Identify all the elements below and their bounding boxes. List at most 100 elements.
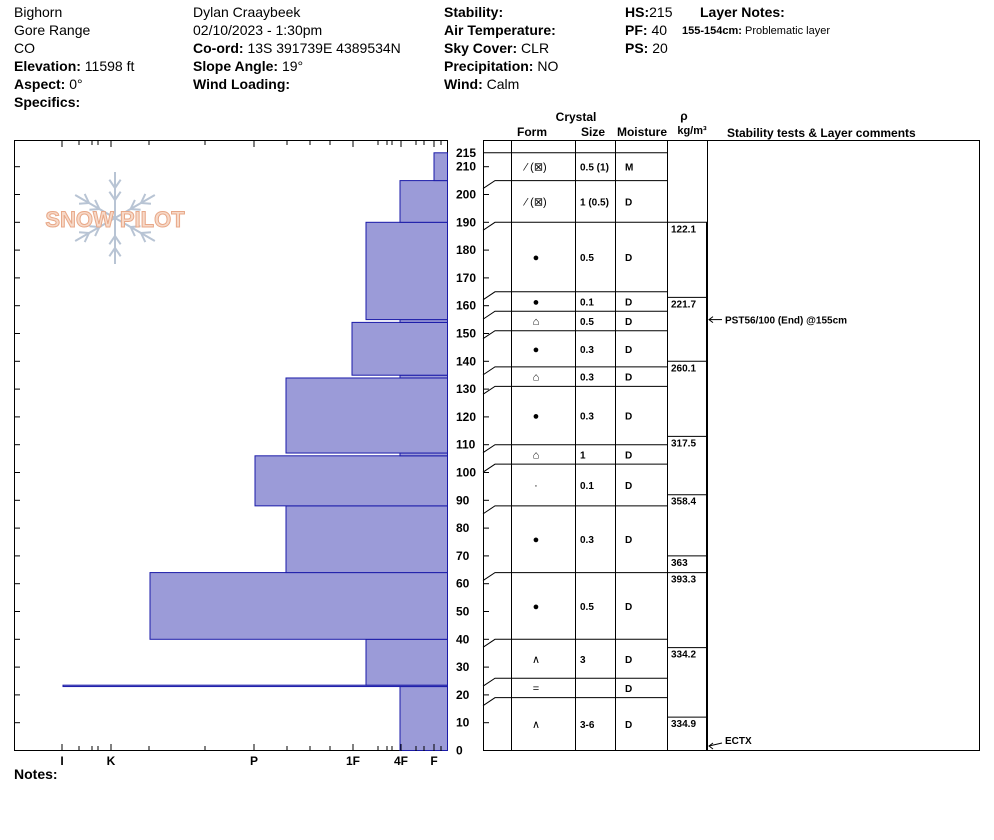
snowflake-branch: [78, 202, 90, 205]
header-observer: Dylan Craaybeek: [193, 4, 301, 20]
hardness-bar: [285, 377, 448, 454]
hardness-bars: [62, 152, 448, 751]
header-ps: PS: 20: [625, 39, 668, 57]
hardness-bar: [365, 221, 448, 321]
snowflake-branch: [130, 208, 141, 211]
layer-table-frame: [483, 140, 980, 751]
grain-size: 1 (0.5): [580, 197, 609, 208]
moisture-value: D: [625, 412, 632, 423]
coord-label: Co-ord:: [193, 40, 244, 56]
test-result: PST56/100 (End) @155cm: [725, 316, 847, 327]
moisture-value: D: [625, 197, 632, 208]
grain-size: 0.5: [580, 253, 594, 264]
sky-value: CLR: [521, 40, 550, 56]
moisture-value: M: [625, 163, 633, 174]
grain-form-icon: ∧: [532, 719, 540, 731]
grain-size: 3: [580, 655, 586, 666]
grain-size: 0.1: [580, 298, 594, 309]
snowflake-arm: [74, 217, 116, 242]
hardness-bar: [62, 684, 448, 688]
density-value: 334.2: [671, 650, 696, 661]
header-layer-notes: Layer Notes:: [700, 3, 785, 21]
depth-tick-label: 50: [456, 605, 470, 619]
header-specifics: Specifics:: [14, 93, 80, 111]
hardness-bar: [254, 455, 448, 507]
layer-connector: [482, 366, 511, 376]
layer-connector: [482, 444, 511, 454]
layer-table: ⁄ (⊠) 0.5 (1) M ⁄ (⊠) 1 (0.5) D ● 0.5 D ● 0.1 D ⌂ 0.5…: [482, 140, 980, 751]
snowflake-branch: [89, 225, 100, 228]
hardness-bar: [285, 505, 448, 574]
depth-tick-label: 190: [456, 215, 476, 229]
coord-value: 13S 391739E 4389534N: [247, 40, 401, 56]
elevation-value: 11598 ft: [84, 58, 135, 74]
density-value: 393.3: [671, 575, 696, 586]
aspect-value: 0°: [69, 76, 83, 92]
grain-form-icon: ⌂: [533, 449, 540, 461]
test-result: ECTX: [725, 736, 752, 747]
header-range: Gore Range: [14, 22, 91, 38]
hs-label: HS:: [625, 4, 650, 20]
hardness-bar: [399, 180, 448, 223]
header-layer-note: 155-154cm: Problematic layer: [682, 22, 830, 40]
snowflake-branch: [140, 231, 152, 234]
snowflake-branch: [114, 235, 122, 245]
density-value: 317.5: [671, 438, 696, 449]
depth-tick-label: 130: [456, 382, 476, 396]
moisture-value: D: [625, 298, 632, 309]
depth-tick-label: 215: [456, 146, 476, 160]
snowflake-branch: [108, 179, 116, 189]
layer-connector: [482, 638, 511, 648]
moisture-value: D: [625, 655, 632, 666]
layer-connector: [482, 180, 511, 190]
snowflake-branch: [129, 199, 136, 210]
grain-size: 1: [580, 450, 586, 461]
layer-connector: [482, 291, 511, 301]
header-air-temp: Air Temperature:: [444, 21, 556, 39]
density-value: 334.9: [671, 719, 696, 730]
depth-tick-label: 70: [456, 549, 470, 563]
hardness-tick-label: 1F: [346, 754, 360, 768]
logo-text: SNOW PILOT: [45, 207, 185, 232]
snowflake-arm: [114, 217, 156, 242]
snowflake-branch: [140, 202, 152, 205]
grain-form-icon: ●: [533, 297, 540, 309]
snowflake-branch: [114, 179, 122, 189]
depth-tick-label: 120: [456, 410, 476, 424]
header-state: CO: [14, 40, 35, 56]
layer-connector: [482, 572, 511, 581]
depth-tick-label: 200: [456, 188, 476, 202]
header-stability: Stability:: [444, 3, 503, 21]
header-wind: Wind: Calm: [444, 75, 519, 93]
hardness-axis: I K P 1F 4F F: [60, 140, 442, 768]
hardness-bar: [351, 321, 448, 376]
header-pf: PF: 40: [625, 21, 667, 39]
precip-label: Precipitation:: [444, 58, 534, 74]
depth-tick-label: 80: [456, 521, 470, 535]
snowflake-branch: [114, 191, 122, 201]
moisture-value: D: [625, 481, 632, 492]
grain-size: 0.3: [580, 535, 594, 546]
hardness-bar: [433, 152, 448, 182]
layer-connector: [482, 385, 511, 395]
density-value: 221.7: [671, 299, 696, 310]
depth-tick-label: 60: [456, 577, 470, 591]
crystal-header: Crystal: [556, 110, 597, 124]
moisture-header: Moisture: [617, 125, 667, 139]
grain-form-icon: ⌂: [533, 316, 540, 328]
snowflake-branch: [130, 225, 141, 228]
header-hs: HS:215: [625, 3, 672, 21]
elevation-label: Elevation:: [14, 58, 81, 74]
ps-value: 20: [652, 40, 668, 56]
depth-tick-label: 100: [456, 466, 476, 480]
tests-header: Stability tests & Layer comments: [727, 126, 916, 140]
density-value: 260.1: [671, 363, 696, 374]
grain-form-icon: ⁄ (⊠): [522, 196, 546, 208]
pf-label: PF:: [625, 22, 648, 38]
depth-tick-label: 210: [456, 160, 476, 174]
header-precip: Precipitation: NO: [444, 57, 558, 75]
grain-size: 0.3: [580, 412, 594, 423]
density-rows: 122.1 221.7 260.1 317.5 358.4 363 393.3 334.2 33…: [667, 221, 708, 751]
snowflake-branch: [108, 247, 116, 257]
